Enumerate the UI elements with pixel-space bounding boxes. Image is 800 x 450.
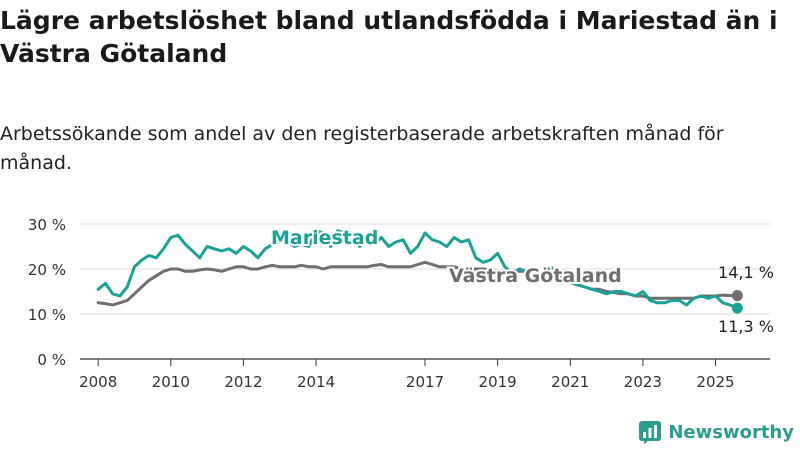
x-tick-label: 2023: [624, 373, 662, 391]
end-value-vastra-gotaland: 14,1 %: [718, 263, 774, 282]
x-tick-label: 2017: [406, 373, 444, 391]
series-line-mariestad: [96, 229, 739, 310]
series-labels: Mariestad Västra Götaland 14,1 % 11,3 %: [269, 225, 774, 336]
x-tick-label: 2010: [152, 373, 190, 391]
newsworthy-logo-icon: [639, 421, 662, 444]
end-point: [731, 302, 743, 314]
y-tick-label: 10 %: [28, 306, 66, 324]
x-tick-label: 2025: [696, 373, 734, 391]
x-axis: 2008 2010 2012 2014 2017 2019 2021 2023 2025: [79, 359, 735, 391]
y-tick-label: 0 %: [37, 351, 66, 369]
brand-name: Newsworthy: [668, 421, 794, 443]
x-tick-label: 2008: [79, 373, 117, 391]
series-lines: [96, 229, 743, 314]
end-point: [731, 290, 743, 302]
chart-subtitle: Arbetssökande som andel av den registerb…: [0, 123, 724, 174]
series-label-mariestad: Mariestad: [271, 227, 378, 249]
x-tick-label: 2014: [297, 373, 335, 391]
end-value-mariestad: 11,3 %: [718, 317, 774, 336]
y-tick-label: 30 %: [28, 216, 66, 234]
x-tick-label: 2021: [551, 373, 589, 391]
series-label-vastra-gotaland: Västra Götaland: [449, 265, 622, 287]
newsworthy-brand: Newsworthy: [638, 420, 794, 444]
x-tick-label: 2012: [224, 373, 262, 391]
y-axis-labels: 0 % 10 % 20 % 30 %: [28, 216, 66, 369]
y-tick-label: 20 %: [28, 261, 66, 279]
chart-title: Lägre arbetslöshet bland utlandsfödda i …: [0, 6, 778, 68]
line-chart: 0 % 10 % 20 % 30 % 2008 2010 2012 2014 2017 2019…: [28, 216, 774, 391]
x-tick-label: 2019: [479, 373, 517, 391]
